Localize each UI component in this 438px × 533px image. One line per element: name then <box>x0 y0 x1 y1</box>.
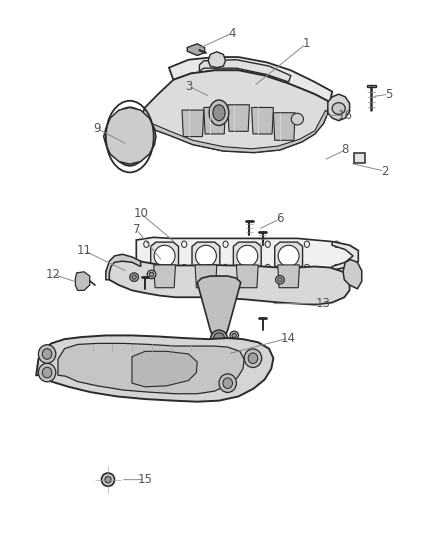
Text: 6: 6 <box>276 212 284 225</box>
Text: 8: 8 <box>342 143 349 156</box>
Text: 4: 4 <box>228 27 236 39</box>
Polygon shape <box>343 260 362 289</box>
Ellipse shape <box>244 349 261 368</box>
Text: 10: 10 <box>133 207 148 220</box>
Ellipse shape <box>223 264 228 271</box>
Ellipse shape <box>265 241 270 247</box>
Ellipse shape <box>219 374 237 392</box>
Text: 3: 3 <box>185 80 192 93</box>
Polygon shape <box>36 335 273 402</box>
Polygon shape <box>104 108 156 164</box>
Polygon shape <box>192 242 220 270</box>
Text: 9: 9 <box>93 122 101 135</box>
Ellipse shape <box>147 270 156 279</box>
Ellipse shape <box>195 245 216 266</box>
Ellipse shape <box>42 349 52 359</box>
Text: 11: 11 <box>77 244 92 257</box>
Polygon shape <box>132 351 197 387</box>
Polygon shape <box>237 265 258 288</box>
Ellipse shape <box>276 276 284 284</box>
Ellipse shape <box>130 273 138 281</box>
Ellipse shape <box>291 114 304 125</box>
Polygon shape <box>233 242 261 270</box>
Ellipse shape <box>39 364 56 382</box>
Text: 15: 15 <box>138 473 152 486</box>
Ellipse shape <box>132 275 136 279</box>
Text: 16: 16 <box>338 109 353 122</box>
Polygon shape <box>328 94 350 120</box>
Ellipse shape <box>182 264 187 271</box>
Ellipse shape <box>116 115 144 158</box>
Polygon shape <box>208 52 226 68</box>
Polygon shape <box>228 105 250 131</box>
Polygon shape <box>252 108 273 134</box>
Text: 14: 14 <box>281 332 296 344</box>
Ellipse shape <box>232 333 237 337</box>
Ellipse shape <box>105 477 111 483</box>
Text: 2: 2 <box>381 165 388 177</box>
Ellipse shape <box>42 367 52 378</box>
Polygon shape <box>354 152 365 163</box>
Polygon shape <box>106 254 141 280</box>
Ellipse shape <box>214 333 224 343</box>
Ellipse shape <box>213 105 225 120</box>
Ellipse shape <box>332 103 345 114</box>
Polygon shape <box>278 265 300 288</box>
Polygon shape <box>151 242 179 270</box>
Polygon shape <box>154 265 176 288</box>
Ellipse shape <box>102 473 115 486</box>
Text: 7: 7 <box>133 223 140 236</box>
Ellipse shape <box>144 264 149 271</box>
Polygon shape <box>275 242 303 270</box>
Ellipse shape <box>334 264 339 271</box>
Polygon shape <box>58 343 244 394</box>
Ellipse shape <box>223 241 228 247</box>
Ellipse shape <box>265 264 270 271</box>
Ellipse shape <box>209 100 229 125</box>
Ellipse shape <box>248 353 258 364</box>
Ellipse shape <box>334 241 339 247</box>
Ellipse shape <box>39 345 56 364</box>
Polygon shape <box>332 241 358 270</box>
Text: 5: 5 <box>385 87 392 101</box>
Polygon shape <box>367 85 376 87</box>
Polygon shape <box>140 110 328 152</box>
Ellipse shape <box>278 245 299 266</box>
Polygon shape <box>273 113 295 140</box>
Ellipse shape <box>110 108 149 166</box>
Polygon shape <box>199 60 291 82</box>
Polygon shape <box>182 110 204 136</box>
Polygon shape <box>197 276 241 345</box>
Ellipse shape <box>211 330 227 346</box>
Polygon shape <box>195 265 217 288</box>
Polygon shape <box>169 57 332 102</box>
Ellipse shape <box>121 123 138 150</box>
Text: 12: 12 <box>46 268 61 281</box>
Text: 13: 13 <box>316 297 331 310</box>
Polygon shape <box>204 108 226 134</box>
Polygon shape <box>75 272 90 290</box>
Ellipse shape <box>144 241 149 247</box>
Polygon shape <box>187 44 205 55</box>
Ellipse shape <box>154 245 175 266</box>
Polygon shape <box>141 70 330 152</box>
Polygon shape <box>106 259 350 305</box>
Text: 1: 1 <box>302 37 310 50</box>
Ellipse shape <box>304 264 310 271</box>
Polygon shape <box>136 237 358 274</box>
Ellipse shape <box>149 272 154 277</box>
Ellipse shape <box>304 241 310 247</box>
Ellipse shape <box>223 378 233 389</box>
Ellipse shape <box>278 278 282 282</box>
Ellipse shape <box>182 241 187 247</box>
Ellipse shape <box>230 331 239 340</box>
Ellipse shape <box>237 245 258 266</box>
